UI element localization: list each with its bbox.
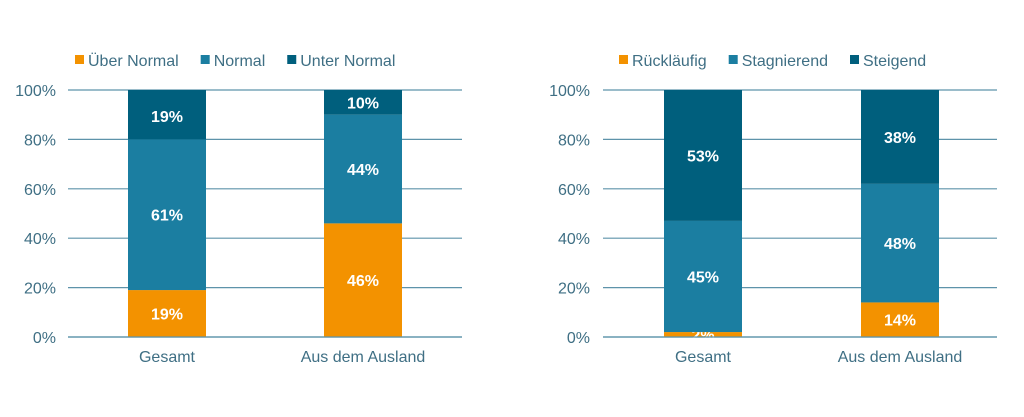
bar-segment xyxy=(664,90,742,221)
data-label: 48% xyxy=(884,236,916,253)
y-tick-label: 40% xyxy=(558,231,590,248)
data-label: 38% xyxy=(884,130,916,147)
data-label: 19% xyxy=(151,307,183,324)
y-tick-label: 40% xyxy=(24,231,56,248)
legend-label: Normal xyxy=(214,53,266,70)
legend-swatch xyxy=(728,55,738,64)
y-tick-label: 60% xyxy=(24,182,56,199)
data-label: 53% xyxy=(687,148,719,165)
legend-label: Über Normal xyxy=(88,52,179,70)
bar-segment xyxy=(861,302,939,337)
x-tick-label: Aus dem Ausland xyxy=(838,349,963,366)
bar-segment xyxy=(128,90,206,140)
x-tick-label: Gesamt xyxy=(675,349,732,366)
y-tick-label: 80% xyxy=(24,132,56,149)
data-label: 14% xyxy=(884,313,916,330)
y-tick-label: 20% xyxy=(558,281,590,298)
bar-segment xyxy=(128,290,206,337)
x-tick-label: Gesamt xyxy=(139,349,196,366)
data-label: 45% xyxy=(687,269,719,286)
bar-segment xyxy=(664,332,742,337)
y-tick-label: 100% xyxy=(15,83,56,100)
data-label: 44% xyxy=(347,162,379,179)
legend-swatch xyxy=(75,55,84,64)
chart-left: 0% 20% 40% 60% 80% 100% 19% 61% 19% Gesamt 46% 44% 1… xyxy=(15,52,462,366)
data-label: 61% xyxy=(151,208,183,225)
bar-segment xyxy=(664,220,742,333)
bar-segment xyxy=(128,139,206,291)
y-tick-label: 100% xyxy=(549,83,590,100)
bar-segment xyxy=(861,90,939,184)
bar-segment xyxy=(861,183,939,303)
legend-swatch xyxy=(619,55,628,64)
bar-segment xyxy=(324,114,402,224)
bar-segment xyxy=(324,90,402,115)
data-label: 10% xyxy=(347,95,379,112)
x-tick-label: Aus dem Ausland xyxy=(301,349,426,366)
data-label: 19% xyxy=(151,109,183,126)
y-tick-label: 0% xyxy=(33,330,56,347)
data-label: 46% xyxy=(347,273,379,290)
y-tick-label: 20% xyxy=(24,281,56,298)
legend-label: Unter Normal xyxy=(300,53,395,70)
legend-label: Rückläufig xyxy=(632,53,707,70)
chart-right: 0%20%40%60%80%100%2%45%53%Gesamt14%48%38… xyxy=(549,53,997,366)
bar-segment xyxy=(324,223,402,337)
legend-swatch xyxy=(850,55,859,64)
legend-label: Steigend xyxy=(863,53,926,70)
legend-swatch xyxy=(200,55,210,64)
y-tick-label: 60% xyxy=(558,182,590,199)
y-tick-label: 80% xyxy=(558,132,590,149)
legend-label: Stagnierend xyxy=(742,53,828,70)
y-tick-label: 0% xyxy=(567,330,590,347)
legend-swatch xyxy=(287,55,297,64)
